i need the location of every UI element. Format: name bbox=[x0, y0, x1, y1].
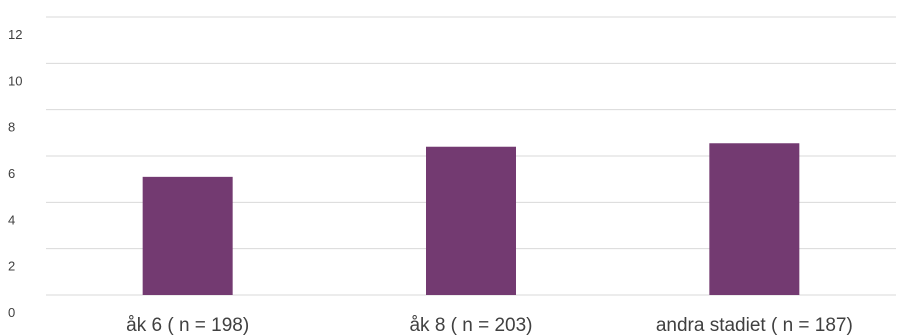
x-category-label: åk 6 ( n = 198) bbox=[126, 315, 249, 336]
bar-series bbox=[142, 143, 800, 295]
y-axis: 0 2 4 6 8 10 12 bbox=[8, 27, 22, 320]
x-category-label: åk 8 ( n = 203) bbox=[409, 315, 532, 336]
bar-andra-stadiet bbox=[709, 143, 800, 295]
x-axis: åk 6 ( n = 198) åk 8 ( n = 203) andra st… bbox=[126, 315, 853, 336]
y-tick-label: 8 bbox=[8, 120, 15, 135]
x-category-label: andra stadiet ( n = 187) bbox=[656, 315, 853, 336]
bar-ak8 bbox=[426, 146, 516, 295]
y-tick-label: 2 bbox=[8, 259, 15, 274]
y-tick-label: 12 bbox=[8, 27, 22, 42]
y-tick-label: 6 bbox=[8, 166, 15, 181]
y-tick-label: 0 bbox=[8, 305, 15, 320]
bar-ak6 bbox=[142, 176, 233, 295]
y-tick-label: 4 bbox=[8, 212, 15, 227]
y-tick-label: 10 bbox=[8, 73, 22, 88]
